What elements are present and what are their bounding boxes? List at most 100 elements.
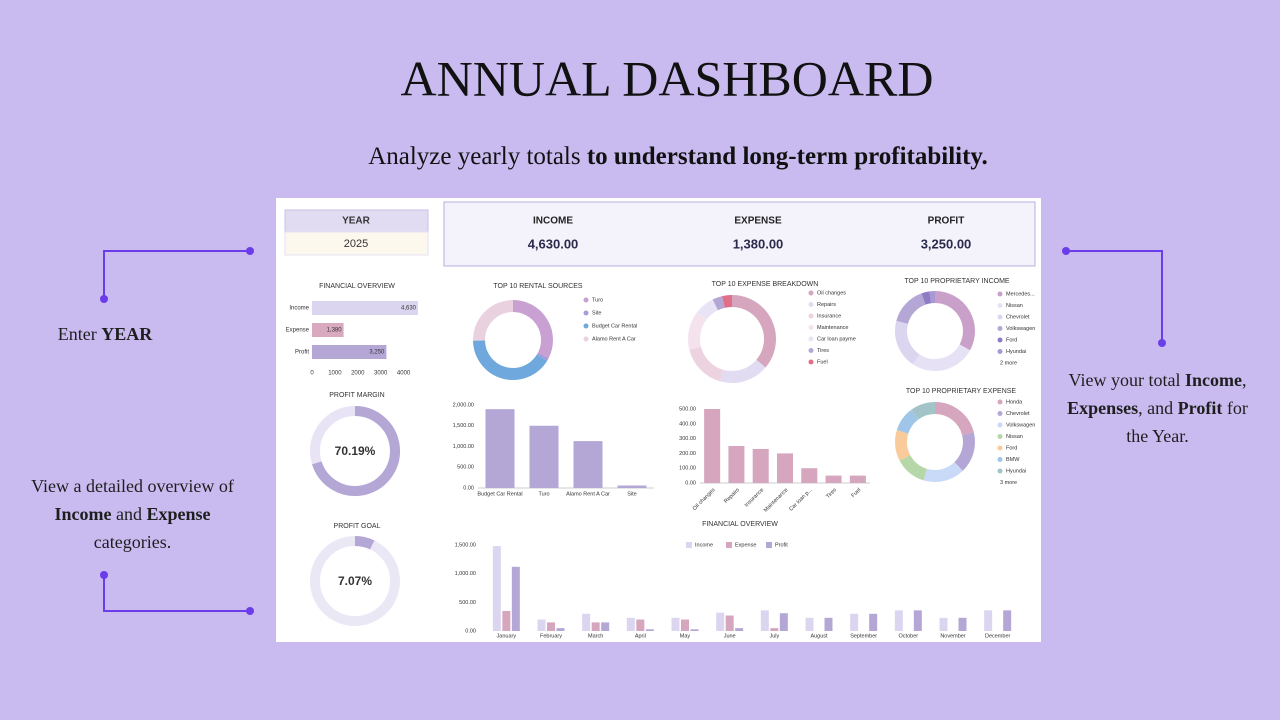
bar bbox=[645, 629, 654, 631]
chart-title: PROFIT MARGIN bbox=[329, 392, 384, 399]
legend-label: Income bbox=[695, 542, 713, 548]
category-label: Profit bbox=[295, 350, 309, 356]
legend-label: Volkswagen bbox=[1006, 422, 1035, 428]
connector-dots bbox=[100, 247, 1166, 615]
x-tick-label: 4000 bbox=[397, 371, 411, 377]
dot bbox=[246, 247, 254, 255]
gauge-label: 7.07% bbox=[338, 574, 372, 588]
legend-swatch bbox=[997, 457, 1003, 462]
bar bbox=[752, 448, 769, 483]
callout-text: Enter bbox=[57, 324, 102, 344]
bar bbox=[636, 619, 645, 631]
legend-label: Budget Car Rental bbox=[592, 323, 637, 329]
legend-label: Repairs bbox=[817, 302, 836, 308]
bar bbox=[704, 409, 721, 483]
callout-text: categories. bbox=[93, 532, 172, 552]
x-tick-label: July bbox=[769, 633, 779, 639]
gauge-label: 70.19% bbox=[335, 444, 376, 458]
y-tick-label: 400.00 bbox=[679, 421, 696, 427]
legend-label: Expense bbox=[735, 542, 756, 548]
x-tick-label: Turo bbox=[538, 491, 549, 497]
y-tick-label: 500.00 bbox=[457, 465, 474, 471]
bar bbox=[776, 453, 794, 483]
legend-swatch bbox=[808, 359, 814, 365]
legend-label: Chevrolet bbox=[1006, 314, 1030, 320]
donut-slice bbox=[731, 295, 776, 368]
y-tick-label: 2,000.00 bbox=[453, 402, 474, 408]
callout-bold: Income bbox=[54, 504, 112, 524]
bar bbox=[312, 301, 418, 315]
dot bbox=[100, 571, 108, 579]
bar bbox=[537, 619, 546, 631]
x-tick-label: 3000 bbox=[374, 371, 388, 377]
legend-label: BMW bbox=[1006, 457, 1020, 463]
callout-bold: Expense bbox=[146, 504, 211, 524]
callout-overview: View a detailed overview of Income and E… bbox=[15, 472, 250, 556]
legend-swatch bbox=[808, 348, 814, 353]
legend-swatch bbox=[808, 302, 814, 307]
connector bbox=[1066, 250, 1163, 343]
connector bbox=[103, 250, 250, 299]
callout-connectors bbox=[103, 250, 1163, 612]
x-tick-label: Budget Car Rental bbox=[477, 491, 522, 497]
donut-slice bbox=[722, 295, 733, 308]
bar bbox=[312, 345, 387, 359]
kpi-value: 3,250.00 bbox=[921, 236, 972, 251]
bar bbox=[582, 613, 591, 631]
bar bbox=[984, 610, 993, 631]
kpi-label: INCOME bbox=[533, 216, 573, 227]
y-tick-label: 100.00 bbox=[679, 466, 696, 472]
legend-swatch bbox=[583, 310, 589, 316]
bar bbox=[779, 613, 788, 631]
bar bbox=[913, 610, 922, 631]
legend-label: Chevrolet bbox=[1006, 411, 1030, 417]
callout-bold: Expenses bbox=[1067, 398, 1139, 418]
bar bbox=[725, 615, 734, 631]
bar bbox=[939, 617, 948, 631]
bar bbox=[671, 617, 680, 631]
donut-slice bbox=[712, 296, 725, 311]
callout-bold: Profit bbox=[1177, 398, 1223, 418]
legend-label: Honda bbox=[1006, 399, 1023, 405]
donut-slice bbox=[689, 346, 724, 382]
legend-label: Hyundai bbox=[1006, 349, 1026, 355]
x-tick-label: April bbox=[635, 633, 646, 639]
callout-text: View your total bbox=[1068, 370, 1185, 390]
donut-slice bbox=[896, 293, 926, 325]
donut-slice bbox=[954, 432, 975, 471]
donut-slice bbox=[921, 291, 932, 305]
legend-swatch bbox=[997, 434, 1003, 439]
bar bbox=[617, 485, 647, 488]
bar bbox=[511, 566, 520, 631]
legend-label: Nissan bbox=[1006, 303, 1023, 309]
donut-slice bbox=[934, 291, 975, 351]
bar bbox=[1003, 610, 1012, 631]
x-tick-label: March bbox=[588, 633, 603, 639]
donut-slice bbox=[899, 454, 928, 481]
legend-swatch bbox=[997, 349, 1003, 354]
chart-title: TOP 10 PROPRIETARY EXPENSE bbox=[906, 388, 1017, 395]
bar bbox=[502, 610, 511, 631]
y-tick-label: 300.00 bbox=[679, 436, 696, 442]
legend-swatch bbox=[808, 313, 814, 319]
legend-label: Volkswagen bbox=[1006, 326, 1035, 332]
y-tick-label: 500.00 bbox=[679, 406, 696, 412]
callout-text: , bbox=[1241, 370, 1247, 390]
legend-swatch bbox=[808, 336, 814, 342]
legend-swatch bbox=[997, 326, 1003, 331]
value-label: 4,630 bbox=[401, 306, 417, 312]
bar bbox=[869, 613, 878, 631]
year-cell bbox=[284, 231, 429, 256]
callout-year: Enter YEAR bbox=[30, 320, 180, 348]
chart-title: FINANCIAL OVERVIEW bbox=[702, 521, 778, 528]
legend-label: Hyundai bbox=[1006, 468, 1026, 474]
bar bbox=[849, 475, 866, 483]
legend-swatch bbox=[997, 411, 1003, 416]
x-tick-label: August bbox=[810, 633, 828, 639]
legend-label: Profit bbox=[775, 542, 788, 548]
donut-slice bbox=[512, 300, 553, 358]
bar bbox=[485, 409, 515, 488]
bar bbox=[735, 628, 744, 631]
legend-swatch bbox=[997, 422, 1003, 428]
